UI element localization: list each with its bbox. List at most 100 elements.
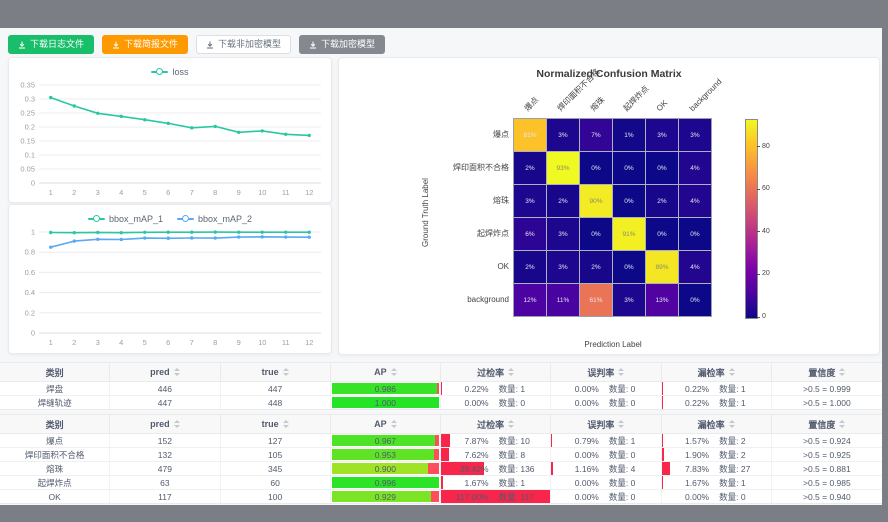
column-header[interactable]: AP bbox=[331, 363, 441, 381]
matrix-cell: 0% bbox=[580, 218, 612, 250]
sort-caret-icon[interactable] bbox=[839, 368, 846, 376]
axis-tick-label: 7 bbox=[190, 338, 194, 347]
download-log-button[interactable]: 下载日志文件 bbox=[8, 35, 95, 54]
column-header[interactable]: 误判率 bbox=[551, 415, 662, 433]
cell-true: 105 bbox=[221, 448, 331, 461]
cell-overkill-rate: 1.67% 数量: 1 bbox=[441, 476, 552, 489]
cell-miss-rate: 0.22% 数量: 1 bbox=[661, 396, 772, 409]
column-header[interactable]: 过检率 bbox=[441, 363, 552, 381]
line-series-icon bbox=[87, 214, 105, 223]
defect-metrics-table: 类别 pred true AP 过检率 误判率 漏检率 置信度 爆点 152 127 0.967 7.8… bbox=[0, 414, 882, 504]
axis-tick-label: 3 bbox=[96, 188, 100, 197]
axis-tick-label: 2 bbox=[72, 338, 76, 347]
axis-tick-label: 8 bbox=[213, 188, 217, 197]
cell-overkill-rate: 0.00% 数量: 0 bbox=[441, 396, 552, 409]
axis-tick-label: 5 bbox=[143, 338, 147, 347]
matrix-cell: 3% bbox=[613, 284, 645, 316]
chart-shape bbox=[190, 126, 194, 130]
matrix-cell: 61% bbox=[580, 284, 612, 316]
column-header-label: pred bbox=[150, 419, 170, 429]
chart-shape bbox=[166, 121, 170, 126]
download-plain-model-button[interactable]: 下载非加密模型 bbox=[196, 35, 292, 54]
matrix-cell: 90% bbox=[580, 185, 612, 217]
table-row: 焊印面积不合格 132 105 0.953 7.62% 数量: 8 0.00% 数量: 0 1.… bbox=[0, 448, 882, 462]
column-header[interactable]: pred bbox=[110, 363, 221, 381]
chart-shape bbox=[190, 236, 194, 240]
axis-tick-label: 10 bbox=[258, 338, 266, 347]
matrix-cell: 93% bbox=[547, 152, 579, 184]
matrix-cell: 0% bbox=[613, 152, 645, 184]
matrix-cell: 11% bbox=[547, 284, 579, 316]
chart-shape bbox=[96, 230, 100, 235]
chart-shape bbox=[284, 235, 288, 239]
chart-shape bbox=[119, 237, 123, 242]
sort-caret-icon[interactable] bbox=[282, 368, 289, 376]
matrix-cell: 4% bbox=[679, 251, 711, 283]
download-encrypted-model-button[interactable]: 下载加密模型 bbox=[299, 35, 386, 54]
matrix-cell: 3% bbox=[547, 251, 579, 283]
chart-shape bbox=[96, 111, 100, 115]
matrix-cell: 2% bbox=[580, 251, 612, 283]
loss-chart: 00.050.10.150.20.250.30.351 2 3 4 5 6 7 8 9 10 11 1… bbox=[20, 81, 321, 197]
chart-shape bbox=[307, 133, 311, 138]
sort-caret-icon[interactable] bbox=[508, 420, 515, 428]
matrix-cell: 3% bbox=[547, 119, 579, 151]
column-header-label: 过检率 bbox=[477, 419, 505, 430]
download-report-button[interactable]: 下载简报文件 bbox=[102, 35, 189, 54]
sort-caret-icon[interactable] bbox=[728, 420, 735, 428]
legend-item-bbox-map-2[interactable]: bbox_mAP_2 bbox=[177, 214, 252, 224]
column-header[interactable]: 过检率 bbox=[441, 415, 552, 433]
chart-shape bbox=[237, 235, 241, 239]
column-header: 类别 bbox=[0, 363, 111, 381]
axis-tick-label: 1 bbox=[49, 338, 53, 347]
axis-tick-label: 9 bbox=[237, 338, 241, 347]
chart-shape bbox=[49, 230, 53, 235]
column-header[interactable]: 误判率 bbox=[551, 363, 662, 381]
column-header[interactable]: 漏检率 bbox=[662, 415, 772, 433]
column-header[interactable]: 漏检率 bbox=[662, 363, 772, 381]
sort-caret-icon[interactable] bbox=[839, 420, 846, 428]
column-header[interactable]: pred bbox=[110, 415, 221, 433]
chart-shape bbox=[166, 230, 170, 234]
axis-tick-label: 4 bbox=[119, 188, 123, 197]
chart-shape bbox=[213, 236, 217, 240]
sort-caret-icon[interactable] bbox=[618, 420, 625, 428]
axis-tick-label: 7 bbox=[190, 188, 194, 197]
sort-caret-icon[interactable] bbox=[173, 368, 180, 376]
ground-truth-axis-title: Ground Truth Label bbox=[420, 178, 430, 247]
column-header[interactable]: 置信度 bbox=[772, 415, 882, 433]
table-row: 熔珠 479 345 0.900 39.42% 数量: 136 1.16% 数量: 4 7.83… bbox=[0, 462, 882, 476]
prediction-label-axis-title: Prediction Label bbox=[584, 340, 642, 349]
legend-item-bbox-map-1[interactable]: bbox_mAP_1 bbox=[87, 214, 163, 224]
sort-caret-icon[interactable] bbox=[508, 368, 515, 376]
legend-item-loss[interactable]: loss bbox=[151, 67, 189, 77]
column-header[interactable]: true bbox=[221, 415, 331, 433]
cell-miss-rate: 0.22% 数量: 1 bbox=[661, 382, 772, 395]
chart-shape bbox=[143, 236, 147, 240]
table-row: 焊缝轨迹 447 448 1.000 0.00% 数量: 0 0.00% 数量: 0 0.22%… bbox=[0, 396, 882, 409]
axis-tick-label: 1 bbox=[31, 228, 35, 237]
sort-caret-icon[interactable] bbox=[390, 368, 397, 376]
sort-caret-icon[interactable] bbox=[728, 368, 735, 376]
axis-tick-label: 1 bbox=[49, 188, 53, 197]
axis-tick-label: 0.2 bbox=[25, 123, 35, 132]
sort-caret-icon[interactable] bbox=[390, 420, 397, 428]
matrix-cell: 81% bbox=[514, 119, 546, 151]
matrix-row-label: 熔珠 bbox=[493, 196, 509, 205]
chart-shape bbox=[49, 96, 311, 137]
column-header[interactable]: 置信度 bbox=[772, 363, 882, 381]
sort-caret-icon[interactable] bbox=[173, 420, 180, 428]
axis-tick-label: 2 bbox=[72, 188, 76, 197]
column-header[interactable]: true bbox=[221, 363, 331, 381]
sort-caret-icon[interactable] bbox=[282, 420, 289, 428]
cell-ap: 0.986 bbox=[331, 382, 441, 395]
column-header[interactable]: AP bbox=[331, 415, 441, 433]
sort-caret-icon[interactable] bbox=[618, 368, 625, 376]
confusion-matrix-card: Normalized Confusion Matrix 81% 3% 7% 1% 3% 3… bbox=[338, 57, 880, 355]
cell-pred: 117 bbox=[110, 490, 221, 503]
axis-tick-label: 0.25 bbox=[20, 109, 35, 118]
cell-true: 100 bbox=[221, 490, 331, 503]
matrix-column-label: 熔珠 bbox=[588, 95, 607, 113]
axis-tick-label: 5 bbox=[143, 188, 147, 197]
cell-confidence: >0.5 = 0.925 bbox=[803, 449, 851, 460]
